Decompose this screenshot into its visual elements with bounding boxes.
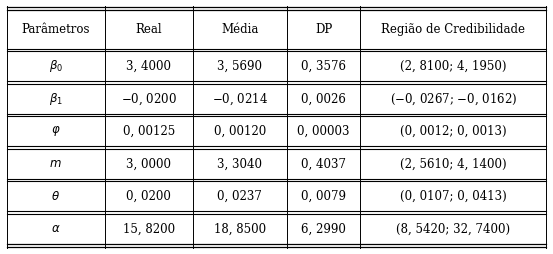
Text: (0, 0107; 0, 0413): (0, 0107; 0, 0413) xyxy=(400,190,507,203)
Text: 15, 8200: 15, 8200 xyxy=(123,222,175,235)
Text: 0, 0200: 0, 0200 xyxy=(126,190,171,203)
Text: 0, 00125: 0, 00125 xyxy=(123,125,175,138)
Text: 0, 00003: 0, 00003 xyxy=(298,125,350,138)
Text: Média: Média xyxy=(221,23,259,36)
Text: (2, 8100; 4, 1950): (2, 8100; 4, 1950) xyxy=(400,60,507,73)
Text: (0, 0012; 0, 0013): (0, 0012; 0, 0013) xyxy=(400,125,507,138)
Text: $\alpha$: $\alpha$ xyxy=(51,222,60,235)
Text: 0, 0026: 0, 0026 xyxy=(301,92,346,105)
Text: (2, 5610; 4, 1400): (2, 5610; 4, 1400) xyxy=(400,157,507,170)
Text: $-$0, 0200: $-$0, 0200 xyxy=(121,91,176,107)
Text: $m$: $m$ xyxy=(49,157,62,170)
Text: 0, 0079: 0, 0079 xyxy=(301,190,346,203)
Text: $\varphi$: $\varphi$ xyxy=(51,124,60,138)
Text: 0, 00120: 0, 00120 xyxy=(214,125,266,138)
Text: DP: DP xyxy=(315,23,332,36)
Text: 6, 2990: 6, 2990 xyxy=(301,222,346,235)
Text: 3, 3040: 3, 3040 xyxy=(217,157,262,170)
Text: $-$0, 0214: $-$0, 0214 xyxy=(212,91,268,107)
Text: 3, 4000: 3, 4000 xyxy=(126,60,171,73)
Text: $\theta$: $\theta$ xyxy=(51,190,60,203)
Text: Real: Real xyxy=(135,23,162,36)
Text: Parâmetros: Parâmetros xyxy=(22,23,90,36)
Text: 3, 0000: 3, 0000 xyxy=(126,157,171,170)
Text: ($-$0, 0267; $-$0, 0162): ($-$0, 0267; $-$0, 0162) xyxy=(390,91,517,107)
Text: 18, 8500: 18, 8500 xyxy=(214,222,266,235)
Text: 0, 4037: 0, 4037 xyxy=(301,157,346,170)
Text: 0, 3576: 0, 3576 xyxy=(301,60,346,73)
Text: 0, 0237: 0, 0237 xyxy=(217,190,262,203)
Text: $\beta_1$: $\beta_1$ xyxy=(49,91,62,107)
Text: $\beta_0$: $\beta_0$ xyxy=(49,58,62,74)
Text: 3, 5690: 3, 5690 xyxy=(217,60,262,73)
Text: (8, 5420; 32, 7400): (8, 5420; 32, 7400) xyxy=(397,222,510,235)
Text: Região de Credibilidade: Região de Credibilidade xyxy=(382,23,525,36)
